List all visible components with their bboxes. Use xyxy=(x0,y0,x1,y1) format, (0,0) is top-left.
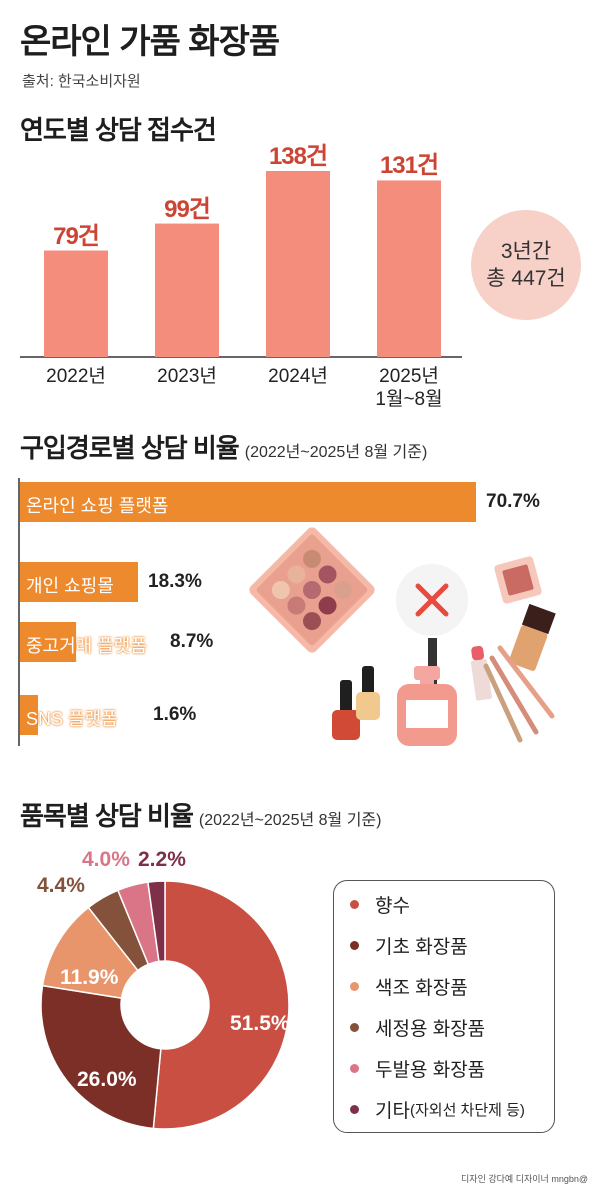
yearly-bar xyxy=(155,223,219,357)
legend-label: 두발용 화장품 xyxy=(375,1060,486,1081)
legend-dot-icon xyxy=(350,900,359,909)
legend-label: 색조 화장품 xyxy=(375,978,468,999)
channel-title-note: (2022년~2025년 8월 기준) xyxy=(244,444,428,461)
channel-bar-label: SNS 플랫폼 xyxy=(26,709,118,729)
credit-text: 디자인 강다예 디자이너 mngbn@ xyxy=(461,1174,588,1184)
page-title: 온라인 가품 화장품 xyxy=(20,23,280,61)
yearly-bar-value: 138건 xyxy=(268,143,328,170)
channel-bar-label: 중고거래 플랫폼 xyxy=(26,636,147,656)
yearly-bar-category: 2025년 1월~8월 xyxy=(375,366,443,410)
channel-bar-value: 70.7% xyxy=(486,491,540,512)
legend-item: 두발용 화장품 xyxy=(350,1055,485,1082)
category-title-text: 품목별 상담 비율 xyxy=(20,801,194,831)
category-slice-label: 2.2% xyxy=(138,848,186,871)
yearly-bar xyxy=(377,180,441,357)
legend-item: 세정용 화장품 xyxy=(350,1014,485,1041)
legend-label: 기타 xyxy=(375,1101,410,1122)
yearly-bar xyxy=(44,250,108,357)
legend-dot-icon xyxy=(350,1105,359,1114)
category-donut-slice xyxy=(147,880,166,963)
yearly-bar-value: 131건 xyxy=(379,152,439,180)
channel-bar-value: 1.6% xyxy=(153,704,197,725)
legend-label: 향수 xyxy=(375,896,410,917)
legend-dot-icon xyxy=(350,1064,359,1073)
channel-bar-label: 온라인 쇼핑 플랫폼 xyxy=(26,496,169,516)
category-slice-label: 11.9% xyxy=(60,966,119,989)
yearly-bar-value: 79건 xyxy=(53,222,100,250)
yearly-bar xyxy=(266,171,330,357)
legend-item: 색조 화장품 xyxy=(350,973,468,1000)
category-slice-label: 4.4% xyxy=(37,874,85,897)
legend-dot-icon xyxy=(350,982,359,991)
yearly-bar-category: 2022년 xyxy=(46,366,106,387)
channel-bar-value: 18.3% xyxy=(148,571,202,592)
category-donut-slice xyxy=(152,880,290,1130)
source-text: 출처: 한국소비자원 xyxy=(22,73,141,90)
legend-item: 기초 화장품 xyxy=(350,932,468,959)
legend-item: 기타 (자외선 차단제 등) xyxy=(350,1096,525,1123)
total-badge-line2: 총 447건 xyxy=(486,267,566,290)
channel-section-title: 구입경로별 상담 비율 (2022년~2025년 8월 기준) xyxy=(20,428,427,465)
legend-dot-icon xyxy=(350,1023,359,1032)
category-donut-slice xyxy=(40,984,162,1130)
cosmetics-illustration xyxy=(249,527,556,746)
legend-note: (자외선 차단제 등) xyxy=(409,1102,525,1119)
channel-bar-chart xyxy=(18,478,556,746)
channel-bar-label: 개인 쇼핑몰 xyxy=(26,576,114,596)
yearly-section-title: 연도별 상담 접수건 xyxy=(20,115,217,145)
channel-bar xyxy=(20,482,476,522)
category-title-note: (2022년~2025년 8월 기준) xyxy=(198,812,382,829)
total-badge: 3년간 총 447건 xyxy=(471,210,581,320)
channel-title-text: 구입경로별 상담 비율 xyxy=(20,433,240,463)
category-slice-label: 4.0% xyxy=(82,848,130,871)
yearly-bar-chart xyxy=(20,171,462,358)
legend-dot-icon xyxy=(350,941,359,950)
channel-bar-value: 8.7% xyxy=(170,631,214,652)
category-slice-label: 26.0% xyxy=(77,1068,137,1091)
yearly-bar-category: 2023년 xyxy=(157,366,217,387)
category-donut-chart xyxy=(40,880,290,1130)
legend-item: 향수 xyxy=(350,891,410,918)
legend-label: 기초 화장품 xyxy=(375,937,468,958)
channel-bar xyxy=(20,562,139,602)
legend-label: 세정용 화장품 xyxy=(375,1019,486,1040)
channel-bar xyxy=(20,695,38,735)
yearly-bar-value: 99건 xyxy=(164,195,211,223)
total-badge-line1: 3년간 xyxy=(500,240,552,263)
category-section-title: 품목별 상담 비율 (2022년~2025년 8월 기준) xyxy=(20,796,381,833)
yearly-bar-category: 2024년 xyxy=(268,366,328,387)
category-slice-label: 51.5% xyxy=(230,1012,290,1035)
channel-bar xyxy=(20,622,77,662)
